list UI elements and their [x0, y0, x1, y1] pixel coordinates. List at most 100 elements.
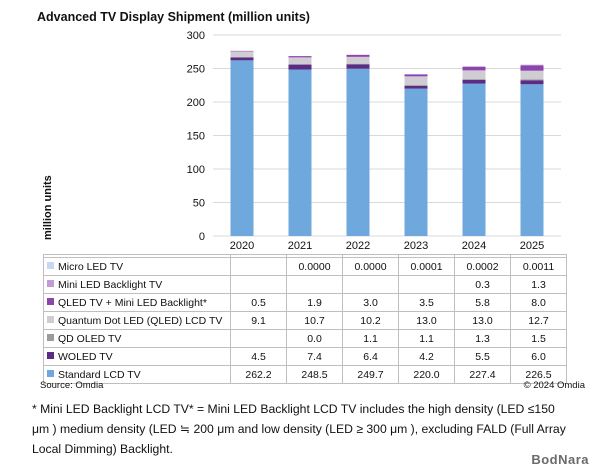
y-tick-label: 200	[187, 97, 205, 109]
bar-segment	[404, 85, 428, 86]
table-cell: 0.5	[230, 293, 287, 312]
table-cell: 249.7	[342, 365, 399, 384]
table-cell: 1.1	[342, 329, 399, 348]
table-row: WOLED TV 4.5 7.4 6.4 4.2 5.5 6.0	[43, 347, 567, 366]
x-tick-label: 2022	[346, 240, 370, 252]
data-table: Micro LED TV 0.0000 0.0000 0.0001 0.0002 0.00…	[43, 254, 567, 384]
chart-plot: 0 50 100 150 200 250 300 2020 2021 2022 2023 2024 20…	[187, 30, 561, 252]
legend-swatch	[47, 262, 54, 270]
table-row: Micro LED TV 0.0000 0.0000 0.0001 0.0002 0.00…	[43, 257, 567, 276]
table-cell: 5.5	[454, 347, 511, 366]
table-cell: 220.0	[398, 365, 455, 384]
bar-segment	[230, 60, 254, 236]
x-tick-label: 2021	[288, 240, 312, 252]
legend-swatch	[47, 352, 54, 360]
table-cell: 12.7	[510, 311, 567, 330]
x-tick-label: 2023	[404, 240, 428, 252]
bar-segment	[288, 56, 312, 58]
footnote: * Mini LED Backlight LCD TV* = Mini LED …	[32, 402, 566, 456]
bar-segment	[230, 50, 254, 52]
table-cell: 262.2	[230, 365, 287, 384]
table-cell: 10.2	[342, 311, 399, 330]
table-cell: 9.1	[230, 311, 287, 330]
legend-swatch	[47, 316, 54, 324]
table-row: Standard LCD TV 262.2 248.5 249.7 220.0 227.4…	[43, 365, 567, 384]
copyright-note: © 2024 Omdia	[523, 380, 585, 391]
table-cell: 0.3	[454, 275, 511, 294]
table-cell: 1.3	[510, 275, 567, 294]
legend-label: Micro LED TV	[43, 257, 231, 276]
legend-label: QD OLED TV	[43, 329, 231, 348]
x-tick-label: 2024	[462, 240, 486, 252]
legend-label: Mini LED Backlight TV	[43, 275, 231, 294]
table-cell	[398, 275, 455, 294]
table-cell: 6.4	[342, 347, 399, 366]
table-row: Mini LED Backlight TV 0.3 1.3	[43, 275, 567, 294]
table-cell	[230, 257, 287, 276]
bar-segment	[520, 70, 544, 80]
bar-segment	[404, 88, 428, 236]
bar-segment	[346, 63, 370, 65]
bar-segment	[404, 76, 428, 86]
table-cell: 10.7	[286, 311, 343, 330]
x-tick-label: 2020	[230, 240, 254, 252]
legend-swatch	[47, 370, 54, 378]
table-cell: 0.0000	[342, 257, 399, 276]
y-tick-label: 300	[187, 30, 205, 42]
table-cell: 0.0002	[454, 257, 511, 276]
bar-segment	[520, 64, 544, 65]
bar-segment	[520, 84, 544, 237]
table-cell	[230, 275, 287, 294]
table-cell: 0.0	[286, 329, 343, 348]
table-cell: 8.0	[510, 293, 567, 312]
bar-segment	[462, 66, 486, 71]
table-cell	[230, 329, 287, 348]
table-cell: 1.9	[286, 293, 343, 312]
bar-segment	[462, 79, 486, 80]
table-cell: 4.5	[230, 347, 287, 366]
bar-segment	[288, 57, 312, 65]
legend-label: Quantum Dot LED (QLED) LCD TV	[43, 311, 231, 330]
table-row: QD OLED TV 0.0 1.1 1.1 1.3 1.5	[43, 329, 567, 348]
y-tick-label: 100	[187, 164, 205, 176]
legend-swatch	[47, 298, 54, 306]
watermark-logo: BodNara	[531, 452, 589, 467]
table-cell	[286, 275, 343, 294]
table-cell	[342, 275, 399, 294]
bar-segment	[520, 79, 544, 81]
table-cell: 3.5	[398, 293, 455, 312]
bar-segment	[462, 70, 486, 80]
bar-segment	[462, 66, 486, 67]
chart-title: Advanced TV Display Shipment (million un…	[37, 10, 310, 24]
table-cell: 7.4	[286, 347, 343, 366]
table-cell: 1.1	[398, 329, 455, 348]
table-cell: 1.3	[454, 329, 511, 348]
bar-segment	[230, 51, 254, 58]
y-tick-label: 250	[187, 64, 205, 76]
table-cell: 1.5	[510, 329, 567, 348]
table-cell: 0.0001	[398, 257, 455, 276]
bar-segment	[346, 64, 370, 69]
legend-swatch	[47, 334, 54, 342]
y-tick-label: 0	[199, 231, 205, 243]
legend-label: WOLED TV	[43, 347, 231, 366]
bar-segment	[404, 73, 428, 77]
table-cell: 227.4	[454, 365, 511, 384]
table-row: Quantum Dot LED (QLED) LCD TV 9.1 10.7 10.2…	[43, 311, 567, 330]
bar-segment	[404, 73, 428, 75]
table-cell: 248.5	[286, 365, 343, 384]
x-tick-label: 2025	[520, 240, 544, 252]
table-cell: 0.0011	[510, 257, 567, 276]
bar-segment	[230, 57, 254, 61]
bar-segment	[520, 80, 544, 85]
table-row: QLED TV + Mini LED Backlight* 0.5 1.9 3.0 3.…	[43, 293, 567, 312]
bar-segment	[404, 85, 428, 89]
legend-label: Standard LCD TV	[43, 365, 231, 384]
table-cell: 5.8	[454, 293, 511, 312]
table-cell: 226.5	[510, 365, 567, 384]
bar-segment	[520, 65, 544, 71]
bar-segment	[288, 69, 312, 236]
table-cell: 0.0000	[286, 257, 343, 276]
bar-segment	[346, 54, 370, 57]
table-cell: 3.0	[342, 293, 399, 312]
